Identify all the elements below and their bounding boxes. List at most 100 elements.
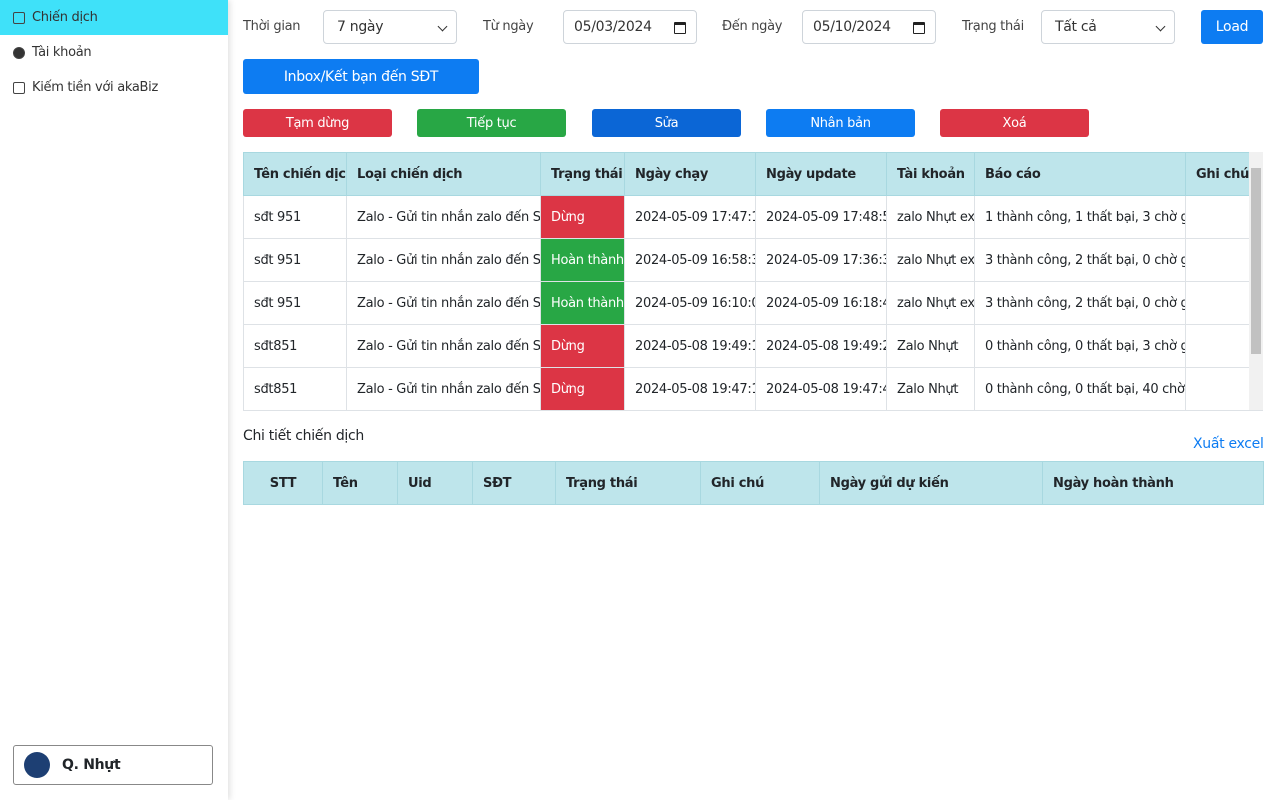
cell: Zalo - Gửi tin nhắn zalo đến SDT: [346, 281, 541, 325]
cell: [1185, 281, 1250, 325]
nav-label: Chiến dịch: [32, 10, 98, 25]
cell: 1 thành công, 1 thất bại, 3 chờ gửi: [974, 195, 1186, 239]
cell: 3 thành công, 2 thất bại, 0 chờ gửi: [974, 281, 1186, 325]
to-date[interactable]: 05/10/2024: [802, 10, 936, 44]
cell: 2024-05-08 19:49:22: [755, 324, 887, 368]
column-header: Ngày gửi dự kiến: [819, 461, 1043, 505]
cell: 2024-05-08 19:49:18: [624, 324, 756, 368]
table-row[interactable]: sđt851 Zalo - Gửi tin nhắn zalo đến SDT Dừ…: [243, 324, 1250, 368]
column-header: Ngày hoàn thành: [1042, 461, 1264, 505]
column-header: SĐT: [472, 461, 556, 505]
primary-button[interactable]: Inbox/Kết bạn đến SĐT: [243, 59, 479, 94]
column-header: Uid: [397, 461, 473, 505]
cell: 2024-05-09 16:18:49: [755, 281, 887, 325]
action-button[interactable]: Tạm dừng: [243, 109, 392, 137]
select-value: 7 ngày: [337, 19, 384, 35]
cell: [1185, 367, 1250, 410]
action-button[interactable]: Nhân bản: [766, 109, 915, 137]
cell: [1185, 238, 1250, 282]
section-title: Chi tiết chiến dịch: [243, 428, 364, 444]
status-cell: Dừng: [540, 195, 625, 239]
nav-item[interactable]: Tài khoản: [0, 35, 228, 70]
cell: 2024-05-09 17:47:18: [624, 195, 756, 239]
table-row[interactable]: sđt 951 Zalo - Gửi tin nhắn zalo đến SDT D…: [243, 195, 1250, 239]
avatar: [24, 752, 50, 778]
column-header: Ghi chú: [700, 461, 820, 505]
nav-item[interactable]: Kiếm tiền với akaBiz: [0, 70, 228, 105]
cell: Zalo Nhựt: [886, 367, 975, 410]
action-button[interactable]: Sửa: [592, 109, 741, 137]
status-cell: Dừng: [540, 324, 625, 368]
cell: 0 thành công, 0 thất bại, 40 chờ gửi: [974, 367, 1186, 410]
cell: zalo Nhựt ex: [886, 238, 975, 282]
cell: Zalo - Gửi tin nhắn zalo đến SDT: [346, 238, 541, 282]
cell: sđt851: [243, 367, 347, 410]
cell: zalo Nhựt ex: [886, 281, 975, 325]
nav-label: Tài khoản: [32, 45, 92, 60]
sidebar: Chiến dịch Tài khoản Kiếm tiền với akaBi…: [0, 0, 228, 800]
column-header: Loại chiến dịch: [346, 152, 541, 196]
column-header: Ngày chạy: [624, 152, 756, 196]
cell: 2024-05-09 17:36:34: [755, 238, 887, 282]
cell: 0 thành công, 0 thất bại, 3 chờ gửi: [974, 324, 1186, 368]
status-cell: Hoàn thành: [540, 238, 625, 282]
nav-item[interactable]: Chiến dịch: [0, 0, 228, 35]
nav-label: Kiếm tiền với akaBiz: [32, 80, 158, 95]
column-header: Ngày update: [755, 152, 887, 196]
table-row[interactable]: sđt851 Zalo - Gửi tin nhắn zalo đến SDT Dừ…: [243, 367, 1250, 410]
label: Trạng thái: [962, 19, 1024, 34]
select-value: Tất cả: [1055, 19, 1097, 35]
status-cell: Hoàn thành: [540, 281, 625, 325]
column-header: STT: [243, 461, 323, 505]
cell: 2024-05-09 16:58:34: [624, 238, 756, 282]
cell: 2024-05-08 19:47:10: [624, 367, 756, 410]
label: Từ ngày: [483, 19, 534, 34]
time-select[interactable]: 7 ngày: [323, 10, 457, 44]
column-header: Trạng thái: [540, 152, 625, 196]
label: Đến ngày: [722, 19, 783, 34]
cell: Zalo - Gửi tin nhắn zalo đến SDT: [346, 367, 541, 410]
date-value: 05/03/2024: [574, 19, 652, 35]
cell: Zalo - Gửi tin nhắn zalo đến SDT: [346, 195, 541, 239]
campaign-table-wrap: Tên chiến dịch Loại chiến dịch Trạng thái N…: [243, 152, 1263, 411]
user-box[interactable]: Q. Nhựt: [13, 745, 213, 785]
export-link[interactable]: Xuất excel: [1193, 436, 1264, 452]
cell: [1185, 324, 1250, 368]
column-header: Trạng thái: [555, 461, 701, 505]
load-button[interactable]: Load: [1201, 10, 1263, 44]
column-header: Tên: [322, 461, 398, 505]
cell: 2024-05-09 17:48:51: [755, 195, 887, 239]
column-header: Ghi chú: [1185, 152, 1250, 196]
cell: 2024-05-09 16:10:06: [624, 281, 756, 325]
status-cell: Dừng: [540, 367, 625, 410]
cell: sđt 951: [243, 281, 347, 325]
column-header: Báo cáo: [974, 152, 1186, 196]
scrollbar: [1249, 152, 1263, 410]
cell: zalo Nhựt ex: [886, 195, 975, 239]
label: Thời gian: [243, 19, 301, 34]
detail-table: STT Tên Uid SĐT Trạng thái Ghi chú Ngày gửi dự…: [243, 461, 1264, 505]
column-header: Tên chiến dịch: [243, 152, 347, 196]
campaign-table: Tên chiến dịch Loại chiến dịch Trạng thái N…: [243, 152, 1250, 410]
column-header: Tài khoản: [886, 152, 975, 196]
cell: Zalo Nhựt: [886, 324, 975, 368]
header-row: Tên chiến dịch Loại chiến dịch Trạng thái N…: [243, 152, 1250, 196]
action-button[interactable]: Tiếp tục: [417, 109, 566, 137]
cell: sđt 951: [243, 195, 347, 239]
cell: sđt851: [243, 324, 347, 368]
cell: 3 thành công, 2 thất bại, 0 chờ gửi: [974, 238, 1186, 282]
date-value: 05/10/2024: [813, 19, 891, 35]
cell: sđt 951: [243, 238, 347, 282]
status-select[interactable]: Tất cả: [1041, 10, 1175, 44]
header-row: STT Tên Uid SĐT Trạng thái Ghi chú Ngày gửi dự…: [243, 461, 1264, 505]
table-row[interactable]: sđt 951 Zalo - Gửi tin nhắn zalo đến SDT H…: [243, 238, 1250, 282]
table-row[interactable]: sđt 951 Zalo - Gửi tin nhắn zalo đến SDT H…: [243, 281, 1250, 325]
from-date[interactable]: 05/03/2024: [563, 10, 697, 44]
cell: Zalo - Gửi tin nhắn zalo đến SDT: [346, 324, 541, 368]
action-button[interactable]: Xoá: [940, 109, 1089, 137]
scroll-thumb[interactable]: [1251, 168, 1261, 354]
cell: 2024-05-08 19:47:45: [755, 367, 887, 410]
user-name: Q. Nhựt: [62, 757, 121, 773]
cell: [1185, 195, 1250, 239]
